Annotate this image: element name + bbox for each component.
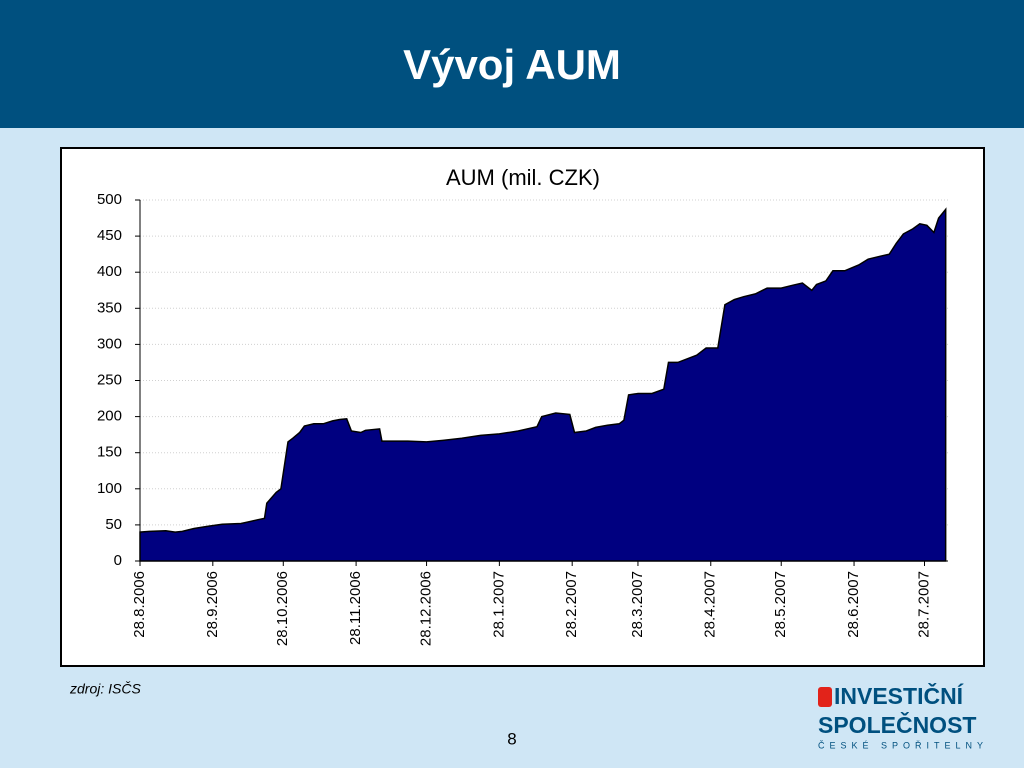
y-tick-label: 250	[97, 371, 122, 388]
logo-line: SPOLEČNOST	[818, 711, 976, 738]
y-tick-label: 450	[97, 227, 122, 244]
logo-line: ČESKÉ SPOŘITELNY	[818, 740, 988, 750]
x-tick-label: 28.5.2007	[772, 571, 789, 638]
x-tick-label: 28.1.2007	[490, 571, 507, 638]
y-tick-label: 500	[97, 191, 122, 208]
x-tick-label: 28.4.2007	[702, 571, 719, 638]
y-tick-label: 0	[114, 552, 122, 569]
logo-line: INVESTIČNÍ	[834, 682, 964, 709]
source-note: zdroj: ISČS	[69, 681, 141, 697]
x-tick-label: 28.8.2006	[131, 571, 148, 638]
y-tick-label: 350	[97, 299, 122, 316]
chart-title: AUM (mil. CZK)	[446, 165, 600, 190]
x-tick-label: 28.2.2007	[563, 571, 580, 638]
y-tick-label: 300	[97, 335, 122, 352]
y-tick-label: 400	[97, 263, 122, 280]
y-tick-label: 100	[97, 480, 122, 497]
page-number: 8	[507, 729, 516, 748]
logo-icon	[818, 687, 832, 707]
x-tick-label: 28.12.2006	[418, 571, 435, 646]
x-tick-label: 28.7.2007	[915, 571, 932, 638]
x-tick-label: 28.10.2006	[274, 571, 291, 646]
x-tick-label: 28.9.2006	[204, 571, 221, 638]
logo: INVESTIČNÍ SPOLEČNOST ČESKÉ SPOŘITELNY	[818, 682, 988, 750]
x-tick-label: 28.3.2007	[629, 571, 646, 638]
area	[139, 207, 947, 562]
y-tick-label: 200	[97, 408, 122, 425]
y-tick-label: 150	[97, 444, 122, 461]
header: Vývoj AUM	[0, 0, 1024, 128]
x-tick-label: 28.11.2006	[347, 571, 364, 645]
slide-title: Vývoj AUM	[403, 41, 621, 88]
y-tick-label: 50	[105, 516, 122, 533]
x-tick-label: 28.6.2007	[845, 571, 862, 638]
